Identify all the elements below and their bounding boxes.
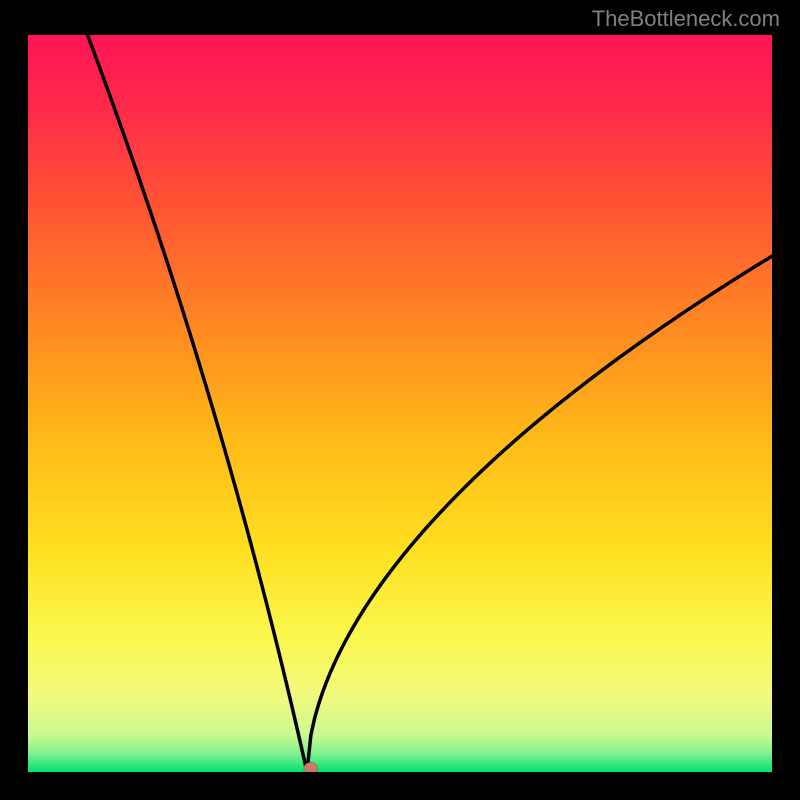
minimum-marker [304, 762, 318, 772]
watermark-text: TheBottleneck.com [592, 6, 780, 32]
plot-area [28, 35, 772, 772]
bottleneck-curve [88, 35, 772, 772]
curve-layer [28, 35, 772, 772]
